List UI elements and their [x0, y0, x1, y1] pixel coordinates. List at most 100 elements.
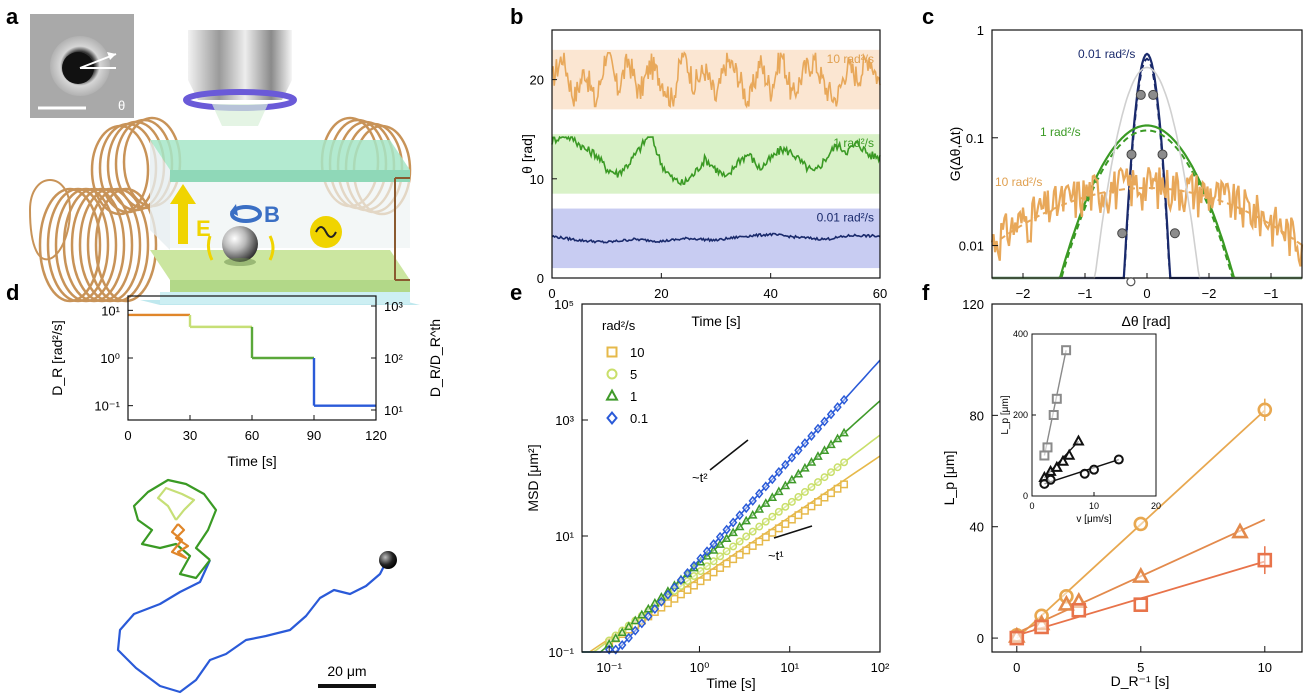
d-ytick-label-2: 10¹: [101, 303, 120, 318]
f-ytick-label-2: 80: [970, 408, 984, 423]
f-ticks: 0 5 10 0 40 80 120: [962, 297, 1272, 675]
c-curves: [990, 52, 1304, 280]
e-legend: rad²/s 10 5 1 0.1: [602, 318, 648, 426]
e-point-2: [774, 486, 784, 496]
panel-letter-e: e: [510, 280, 522, 305]
e-point-0: [761, 533, 770, 542]
sample-cell: [140, 140, 420, 305]
e-point-0: [683, 586, 692, 594]
panel-letters: a b c d e f: [6, 4, 934, 305]
e-point-1: [742, 532, 751, 541]
c-ytick-label-0: 0.01: [959, 239, 984, 254]
e-point-3: [650, 603, 660, 615]
e-legend-marker-0: [606, 346, 618, 358]
e-point-1: [729, 542, 738, 551]
d-xtick-label-0: 0: [124, 428, 131, 443]
e-point-2: [767, 492, 778, 501]
e-legend-label-3: 0.1: [630, 411, 648, 426]
panel-b-chart: 0 20 40 60 0 10 20 10 rad²/s 1 rad²/s 0.01 rad²/…: [519, 29, 887, 329]
d-scalebar-label: 20 μm: [327, 663, 366, 679]
e-point-3: [618, 640, 627, 651]
e-point-1: [774, 507, 783, 516]
f-point-2: [1034, 619, 1049, 635]
c-data-point: [1135, 89, 1146, 100]
c-series-labels: 0.01 rad²/s 1 rad²/s 10 rad²/s: [995, 47, 1135, 189]
e-point-2: [819, 445, 830, 455]
f-y-axis-label: L_p [μm]: [941, 451, 957, 506]
d-ytick-right-label-1: 10²: [384, 351, 403, 366]
b-series-label-2: 0.01 rad²/s: [817, 211, 874, 225]
e-slope-t1-line: [773, 525, 813, 539]
e-point-3: [644, 611, 653, 622]
f-inset-xtick-label-0: 0: [1029, 501, 1034, 511]
c-series-fit-0: [992, 57, 1302, 279]
e-point-1: [748, 527, 757, 536]
e-point-2: [617, 627, 628, 636]
e-point-1: [716, 552, 725, 561]
b-xtick-label-3: 60: [873, 286, 887, 301]
c-series-fit-2: [991, 187, 1303, 246]
e-point-3: [800, 438, 810, 449]
e-legend-marker-1: [606, 368, 618, 380]
label-E: E: [196, 216, 211, 241]
f-inset-ytick-label-2: 400: [1013, 329, 1028, 339]
e-point-1: [709, 557, 718, 566]
e-point-3: [833, 402, 842, 413]
ac-source-icon: [310, 216, 342, 248]
inset-theta-label: θ: [118, 98, 125, 113]
b-axes-frame: [551, 29, 881, 279]
f-inset-point-0: [1051, 393, 1062, 404]
e-point-3: [676, 575, 686, 586]
e-point-3: [670, 582, 679, 593]
e-annotation-t1: ~t¹: [768, 548, 784, 563]
e-point-1: [787, 497, 796, 506]
panel-e-chart: 10⁻¹ 10⁰ 10¹ 10² 10⁻¹ 10¹ 10³ 10⁵ rad²/s 10 5 1 0.1…: [525, 297, 890, 691]
e-point-0: [709, 568, 718, 577]
e-point-0: [768, 528, 777, 537]
f-point-0: [1133, 516, 1149, 532]
e-point-2: [780, 480, 791, 490]
e-point-1: [703, 562, 712, 571]
f-inset-ytick-label-1: 200: [1013, 410, 1028, 420]
e-point-2: [754, 503, 765, 513]
e-point-2: [839, 427, 849, 437]
e-point-0: [670, 594, 679, 603]
e-point-0: [696, 577, 705, 586]
f-inset-point-0: [1039, 450, 1050, 461]
e-point-3: [702, 546, 712, 557]
c-data-point: [1126, 149, 1137, 160]
e-point-0: [722, 559, 731, 568]
e-point-3: [689, 560, 699, 571]
f-inset-xtick-label-1: 10: [1089, 501, 1099, 511]
c-x-axis-label: Δθ [rad]: [1121, 313, 1170, 329]
f-point-2: [1071, 602, 1087, 618]
c-xtick-label-2: 0: [1143, 286, 1150, 301]
b-series-label-0: 10 rad²/s: [827, 52, 874, 66]
e-point-3: [728, 517, 738, 528]
c-xtick-label-4: −1: [1264, 286, 1279, 301]
d-ticks: 0 30 60 90 120 10⁻¹ 10⁰ 10¹ 10¹ 10² 10³: [94, 299, 403, 443]
e-point-2: [637, 609, 647, 619]
e-point-3: [774, 466, 784, 478]
c-xtick-label-3: −2: [1202, 286, 1217, 301]
e-point-0: [787, 515, 796, 524]
coil-left: [28, 179, 158, 303]
e-point-3: [755, 488, 764, 499]
d-ytick-right-label-2: 10³: [384, 299, 403, 314]
e-legend-label-2: 1: [630, 389, 637, 404]
f-inset-xtick-label-2: 20: [1151, 501, 1161, 511]
panel-letter-d: d: [6, 280, 19, 305]
e-point-3: [709, 539, 718, 550]
c-points: [1117, 89, 1180, 239]
panel-d-chart: 0 30 60 90 120 10⁻¹ 10⁰ 10¹ 10¹ 10² 10³ Time [s] D…: [49, 295, 443, 694]
f-inset-y-axis-label: L_p [μm]: [1000, 395, 1011, 434]
e-point-0: [755, 537, 764, 546]
c-ytick-label-2: 1: [977, 23, 984, 38]
b-series-label-1: 1 rad²/s: [833, 136, 874, 150]
e-point-3: [735, 510, 744, 521]
c-data-point: [1157, 149, 1168, 160]
e-slope-t2-line: [709, 439, 749, 471]
particle-sphere: [222, 226, 258, 262]
e-point-3: [683, 567, 692, 578]
e-point-3: [820, 416, 829, 427]
